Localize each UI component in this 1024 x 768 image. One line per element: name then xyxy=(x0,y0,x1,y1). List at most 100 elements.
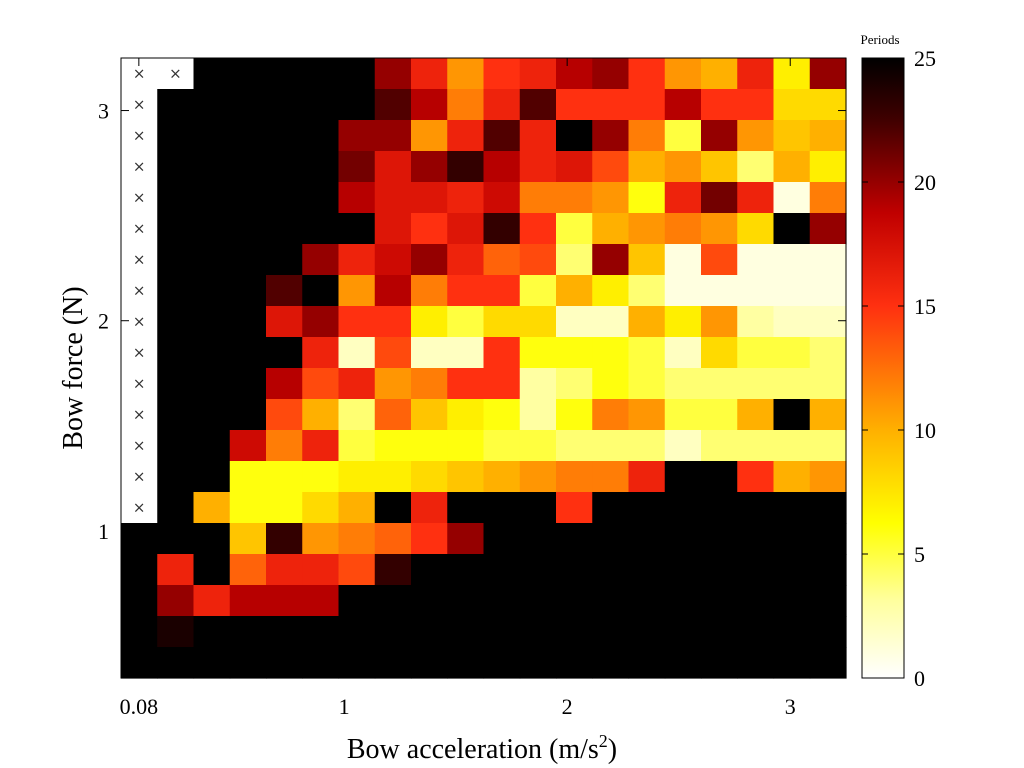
heatmap-cell xyxy=(483,368,521,400)
heatmap-cell xyxy=(483,275,521,307)
no-data-marker: × xyxy=(133,65,146,83)
no-data-marker: × xyxy=(133,375,146,393)
heatmap-cell xyxy=(266,275,303,307)
heatmap-cell xyxy=(411,523,448,555)
heatmap-cell xyxy=(628,58,666,90)
heatmap-cell xyxy=(773,585,811,617)
heatmap-cell xyxy=(121,616,158,648)
heatmap-cell xyxy=(556,461,593,493)
heatmap-cell xyxy=(411,337,448,369)
heatmap-cell xyxy=(266,523,303,555)
heatmap-cell xyxy=(157,182,195,214)
heatmap-cell xyxy=(519,492,557,524)
heatmap-cell xyxy=(737,213,775,245)
heatmap-cell xyxy=(447,554,485,586)
heatmap-cell xyxy=(701,399,738,431)
heatmap-cell xyxy=(229,523,267,555)
heatmap-cell xyxy=(592,58,630,90)
heatmap-cell xyxy=(628,151,666,183)
heatmap-cell xyxy=(519,182,557,214)
heatmap-cell xyxy=(483,616,521,648)
heatmap-cell xyxy=(266,182,303,214)
heatmap-cell xyxy=(411,120,448,152)
heatmap-cell-empty xyxy=(121,337,158,369)
heatmap-cell xyxy=(737,430,775,462)
heatmap-cell xyxy=(193,151,231,183)
heatmap-cell xyxy=(411,58,448,90)
heatmap-cell xyxy=(773,523,811,555)
heatmap-cell xyxy=(447,120,485,152)
heatmap-cell xyxy=(157,523,195,555)
heatmap-cell xyxy=(737,492,775,524)
heatmap-cell xyxy=(374,616,412,648)
heatmap-cell xyxy=(773,337,811,369)
heatmap-cell xyxy=(519,585,557,617)
heatmap-cell xyxy=(664,182,702,214)
heatmap-cell xyxy=(302,213,340,245)
heatmap-cell xyxy=(483,647,521,679)
heatmap-cell xyxy=(592,120,630,152)
heatmap-cell xyxy=(266,616,303,648)
heatmap-cell xyxy=(701,58,738,90)
heatmap-cell xyxy=(556,337,593,369)
heatmap-cell xyxy=(121,523,158,555)
heatmap-cell-empty xyxy=(157,58,195,90)
heatmap-cell xyxy=(628,244,666,276)
heatmap-cell xyxy=(266,151,303,183)
heatmap-cell xyxy=(266,492,303,524)
no-data-marker: × xyxy=(133,251,146,269)
heatmap-cell-empty xyxy=(121,120,158,152)
heatmap-cell xyxy=(229,554,267,586)
heatmap-cell xyxy=(737,368,775,400)
heatmap-cell xyxy=(302,182,340,214)
heatmap-cell xyxy=(157,492,195,524)
heatmap-cell xyxy=(556,399,593,431)
heatmap-cell xyxy=(411,306,448,338)
heatmap-cell xyxy=(193,89,231,121)
heatmap-cell xyxy=(411,275,448,307)
heatmap-cell xyxy=(447,306,485,338)
heatmap-cell xyxy=(338,523,376,555)
heatmap-cell xyxy=(374,461,412,493)
heatmap-cell xyxy=(447,213,485,245)
heatmap-cell xyxy=(447,58,485,90)
heatmap-cell xyxy=(157,337,195,369)
heatmap-cell xyxy=(737,554,775,586)
heatmap-cell xyxy=(229,89,267,121)
heatmap-cell xyxy=(628,275,666,307)
heatmap-cell xyxy=(519,213,557,245)
heatmap-cell xyxy=(556,430,593,462)
heatmap-cell xyxy=(809,554,847,586)
heatmap-cell xyxy=(411,213,448,245)
colorbar xyxy=(861,57,905,679)
colorbar-tick-label: 25 xyxy=(914,46,936,71)
heatmap-cell xyxy=(592,492,630,524)
heatmap-cell xyxy=(701,120,738,152)
heatmap-cell xyxy=(809,213,847,245)
heatmap-cell xyxy=(519,151,557,183)
no-data-marker: × xyxy=(133,158,146,176)
heatmap-cell xyxy=(519,368,557,400)
heatmap-cell xyxy=(157,430,195,462)
heatmap-cell xyxy=(229,368,267,400)
heatmap-cell xyxy=(374,120,412,152)
heatmap-cell xyxy=(302,275,340,307)
heatmap-cell xyxy=(556,492,593,524)
heatmap-cell xyxy=(628,523,666,555)
heatmap-cell-empty xyxy=(121,368,158,400)
heatmap-cell xyxy=(338,461,376,493)
heatmap-cell xyxy=(556,151,593,183)
heatmap-cell xyxy=(302,368,340,400)
heatmap-cell xyxy=(157,151,195,183)
heatmap-cell xyxy=(809,182,847,214)
heatmap-cell xyxy=(773,244,811,276)
heatmap-cell xyxy=(664,368,702,400)
heatmap-cell xyxy=(229,492,267,524)
heatmap-cell xyxy=(737,616,775,648)
heatmap-cell xyxy=(302,244,340,276)
heatmap-cell xyxy=(737,461,775,493)
heatmap-cell xyxy=(592,523,630,555)
heatmap-cell xyxy=(229,430,267,462)
heatmap-cell xyxy=(701,647,738,679)
